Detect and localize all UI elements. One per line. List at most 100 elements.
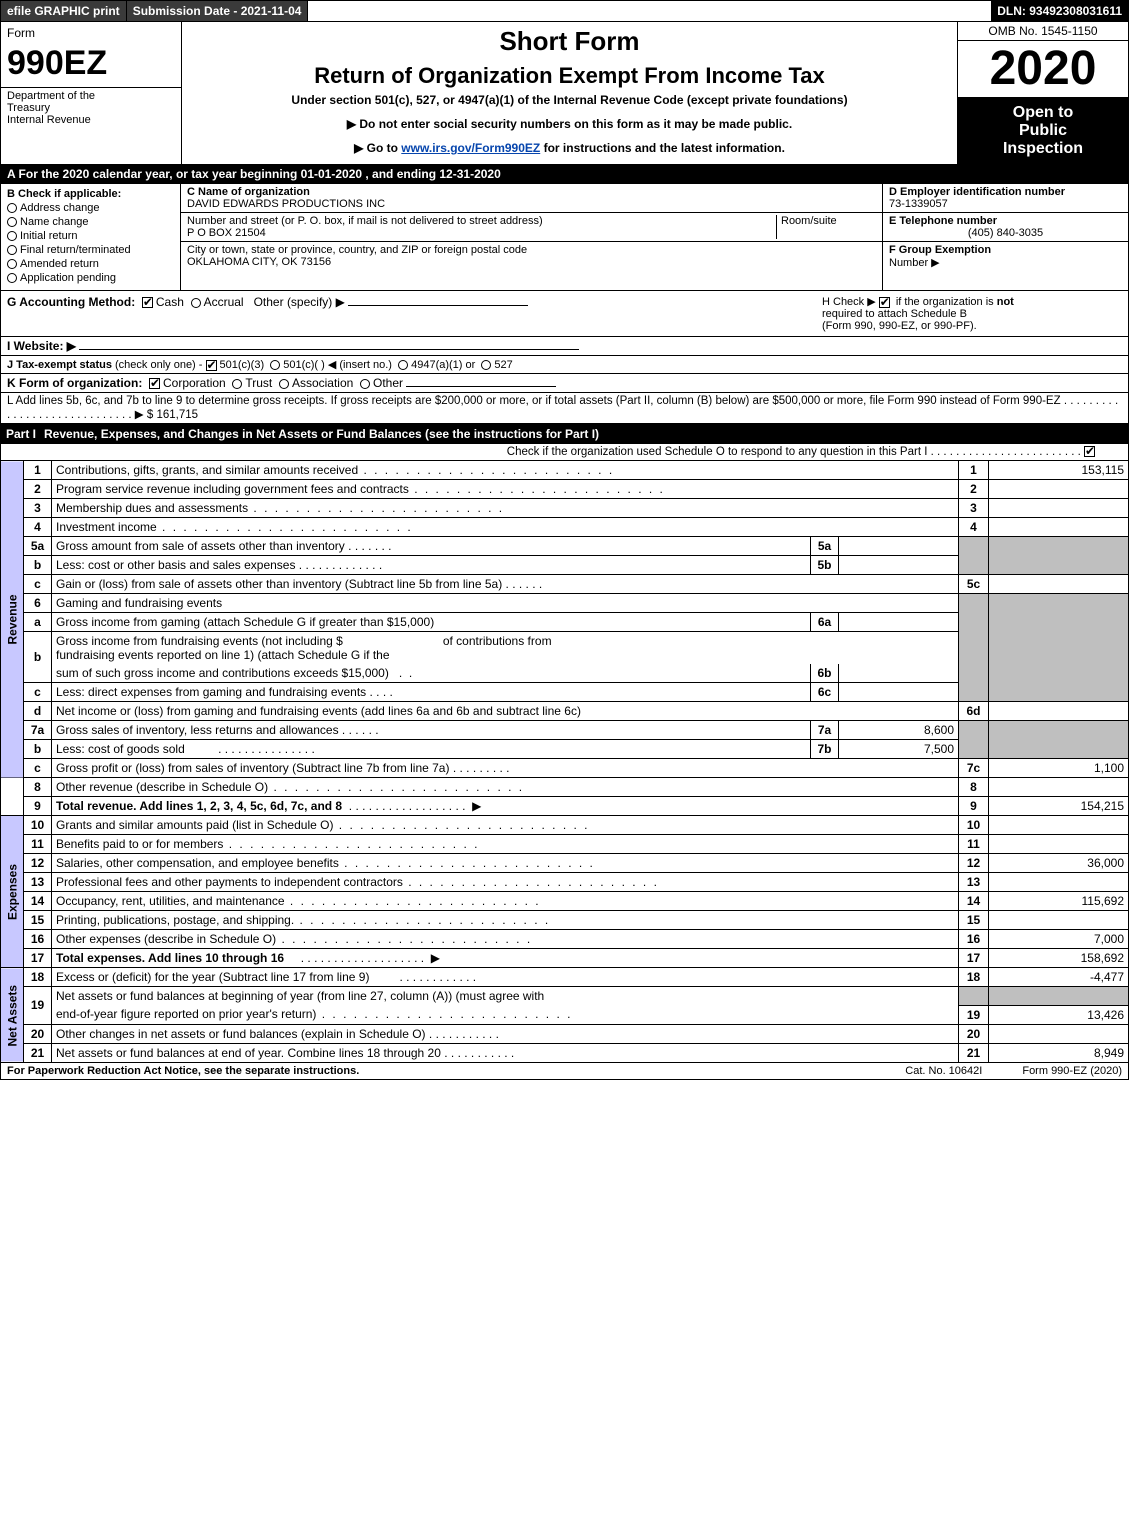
check-amended[interactable]: Amended return <box>7 258 174 270</box>
sub-line-num: 5a <box>811 537 839 556</box>
check-4947[interactable] <box>398 360 408 370</box>
line-amount: 7,000 <box>989 930 1129 949</box>
check-initial[interactable]: Initial return <box>7 230 174 242</box>
return-title: Return of Organization Exempt From Incom… <box>186 63 953 89</box>
addr-label: Number and street (or P. O. box, if mail… <box>187 215 543 227</box>
check-name[interactable]: Name change <box>7 216 174 228</box>
line-num: 5a <box>24 537 52 556</box>
org-name-label: C Name of organization <box>187 186 310 198</box>
submission-date: Submission Date - 2021-11-04 <box>127 1 309 21</box>
irs-link[interactable]: www.irs.gov/Form990EZ <box>401 141 540 155</box>
part1-dots: . . . . . . . . . . . . . . . . . . . . … <box>931 446 1084 458</box>
row-j-tax-exempt: J Tax-exempt status (check only one) - 5… <box>0 356 1129 374</box>
form-ref: Form 990-EZ (2020) <box>1022 1065 1122 1077</box>
line-ref: 4 <box>959 518 989 537</box>
header-left: Form 990EZ Department of the Treasury In… <box>1 22 181 164</box>
inspection: Inspection <box>1003 140 1083 157</box>
check-527[interactable] <box>481 360 491 370</box>
line-num: c <box>24 759 52 778</box>
grey-cell <box>959 537 989 575</box>
table-row: d Net income or (loss) from gaming and f… <box>1 702 1129 721</box>
line-desc: Gross amount from sale of assets other t… <box>52 537 811 556</box>
table-row: 7a Gross sales of inventory, less return… <box>1 721 1129 740</box>
line-num: c <box>24 575 52 594</box>
line-num: 11 <box>24 835 52 854</box>
efile-print-button[interactable]: efile GRAPHIC print <box>1 1 127 21</box>
other-specify-line <box>348 305 528 306</box>
check-other-org[interactable] <box>360 379 370 389</box>
r3-desc: Membership dues and assessments <box>56 501 248 515</box>
line-num: 8 <box>24 778 52 797</box>
subtitle: Under section 501(c), 527, or 4947(a)(1)… <box>186 93 953 107</box>
r11-desc: Benefits paid to or for members <box>56 837 223 851</box>
dots-icon <box>157 520 413 534</box>
check-501c[interactable] <box>270 360 280 370</box>
h-not: not <box>997 296 1014 308</box>
table-row: 20 Other changes in net assets or fund b… <box>1 1024 1129 1043</box>
group-label: F Group Exemption <box>889 244 991 256</box>
row-g-h: G Accounting Method: Cash Accrual Other … <box>0 291 1129 337</box>
table-row: 2 Program service revenue including gove… <box>1 480 1129 499</box>
dept-line1: Department of the <box>7 90 95 102</box>
check-association[interactable] <box>279 379 289 389</box>
check-trust[interactable] <box>232 379 242 389</box>
sub-line-val <box>839 613 959 632</box>
r15-desc: Printing, publications, postage, and shi… <box>56 913 294 927</box>
row-k-form-org: K Form of organization: Corporation Trus… <box>0 374 1129 393</box>
check-address-label: Address change <box>20 202 100 214</box>
line-ref: 15 <box>959 911 989 930</box>
check-final-label: Final return/terminated <box>20 244 131 256</box>
dept-line3: Internal Revenue <box>7 114 91 126</box>
check-schedule-o[interactable] <box>1084 446 1095 457</box>
table-row: 6 Gaming and fundraising events <box>1 594 1129 613</box>
line-desc: Contributions, gifts, grants, and simila… <box>52 461 959 480</box>
dots-icon <box>268 780 524 794</box>
dots-icon <box>339 856 595 870</box>
check-application[interactable]: Application pending <box>7 272 174 284</box>
public: Public <box>1019 122 1067 139</box>
line-desc: Net income or (loss) from gaming and fun… <box>52 702 959 721</box>
sub-line-val <box>839 537 959 556</box>
dots-icon <box>248 501 504 515</box>
short-form-title: Short Form <box>186 26 953 57</box>
line-desc: Professional fees and other payments to … <box>52 873 959 892</box>
line-desc: Printing, publications, postage, and shi… <box>52 911 959 930</box>
line-desc: Program service revenue including govern… <box>52 480 959 499</box>
website-line <box>79 349 579 350</box>
part-1-check-text: Check if the organization used Schedule … <box>507 446 928 458</box>
line-desc: Less: cost or other basis and sales expe… <box>52 556 811 575</box>
line-ref: 14 <box>959 892 989 911</box>
sub-line-val <box>839 683 959 702</box>
line-desc: Other expenses (describe in Schedule O) <box>52 930 959 949</box>
line-desc: Total revenue. Add lines 1, 2, 3, 4, 5c,… <box>52 797 959 816</box>
table-row: end-of-year figure reported on prior yea… <box>1 1005 1129 1024</box>
table-row: c Gain or (loss) from sale of assets oth… <box>1 575 1129 594</box>
part-1-check-note: Check if the organization used Schedule … <box>0 444 1129 461</box>
check-final[interactable]: Final return/terminated <box>7 244 174 256</box>
line-amount <box>989 480 1129 499</box>
r9-desc: Total revenue. Add lines 1, 2, 3, 4, 5c,… <box>56 799 342 813</box>
r19b-desc: end-of-year figure reported on prior yea… <box>56 1007 316 1021</box>
line-desc: sum of such gross income and contributio… <box>52 664 811 683</box>
h-mid: if the organization is <box>896 296 997 308</box>
line-amount <box>989 873 1129 892</box>
check-corporation[interactable] <box>149 378 160 389</box>
check-501c3[interactable] <box>206 360 217 371</box>
r7b-desc: Less: cost of goods sold <box>56 742 185 756</box>
check-address[interactable]: Address change <box>7 202 174 214</box>
check-accrual[interactable] <box>191 298 201 308</box>
check-cash[interactable] <box>142 297 153 308</box>
line-desc: Investment income <box>52 518 959 537</box>
pra-notice: For Paperwork Reduction Act Notice, see … <box>7 1065 359 1077</box>
line-desc: Salaries, other compensation, and employ… <box>52 854 959 873</box>
r20-desc: Other changes in net assets or fund bala… <box>56 1027 426 1041</box>
line-num: 1 <box>24 461 52 480</box>
line-num: 12 <box>24 854 52 873</box>
check-schedule-b[interactable] <box>879 297 890 308</box>
table-row: 16 Other expenses (describe in Schedule … <box>1 930 1129 949</box>
line-desc: Net assets or fund balances at end of ye… <box>52 1043 959 1062</box>
line-desc: Benefits paid to or for members <box>52 835 959 854</box>
r12-desc: Salaries, other compensation, and employ… <box>56 856 339 870</box>
line-amount <box>989 575 1129 594</box>
line-ref: 5c <box>959 575 989 594</box>
